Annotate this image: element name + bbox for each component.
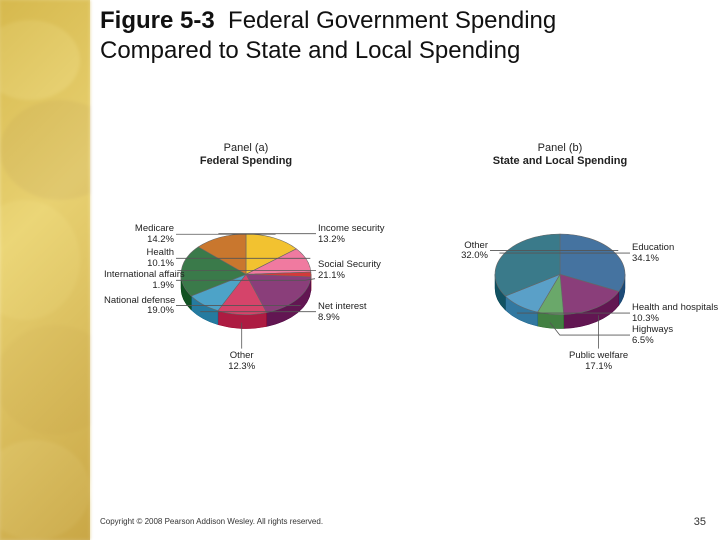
callout-net-interest: Net interest8.9%	[318, 302, 394, 324]
callout-social-security: Social Security21.1%	[318, 260, 394, 282]
callout-health: Health10.1%	[104, 248, 174, 270]
callout-name: International affairs	[104, 269, 185, 280]
callout-value: 13.2%	[318, 234, 345, 245]
callout-name: Income security	[318, 223, 385, 234]
callout-highways: Highways6.5%	[632, 325, 708, 347]
callout-value: 10.1%	[147, 258, 174, 269]
panel-a-line1: Panel (a)	[224, 142, 269, 154]
callout-health-and-hospitals: Health and hospitals10.3%	[632, 303, 708, 325]
band-tint-overlay	[0, 0, 90, 540]
callout-value: 12.3%	[228, 361, 255, 372]
panel-b-pie-svg	[410, 170, 710, 410]
callout-value: 19.0%	[147, 305, 174, 316]
callout-name: Education	[632, 242, 674, 253]
panel-b: Panel (b) State and Local Spending Other…	[410, 140, 710, 460]
callout-name: Highways	[632, 324, 673, 335]
callout-national-defense: National defense19.0%	[104, 296, 174, 318]
callout-value: 1.9%	[152, 280, 174, 291]
panel-b-line1: Panel (b)	[538, 142, 583, 154]
callout-income-security: Income security13.2%	[318, 224, 394, 246]
figure-title: Figure 5-3 Federal Government Spending C…	[100, 6, 600, 66]
callout-name: Health and hospitals	[632, 302, 718, 313]
panel-b-header: Panel (b) State and Local Spending	[410, 142, 710, 168]
callout-name: Other	[230, 350, 254, 361]
callout-value: 21.1%	[318, 270, 345, 281]
callout-value: 8.9%	[318, 312, 340, 323]
panel-b-line2: State and Local Spending	[493, 155, 627, 167]
callout-name: Medicare	[135, 223, 174, 234]
charts-area: Panel (a) Federal Spending Medicare14.2%…	[90, 140, 720, 460]
callout-international-affairs: International affairs1.9%	[104, 270, 174, 292]
callout-name: National defense	[104, 295, 175, 306]
callout-value: 34.1%	[632, 253, 659, 264]
callout-name: Health	[147, 247, 174, 258]
panel-a: Panel (a) Federal Spending Medicare14.2%…	[96, 140, 396, 460]
callout-value: 10.3%	[632, 313, 659, 324]
panel-a-header: Panel (a) Federal Spending	[96, 142, 396, 168]
callout-education: Education34.1%	[632, 243, 708, 265]
copyright-text: Copyright © 2008 Pearson Addison Wesley.…	[100, 517, 323, 526]
panel-a-line2: Federal Spending	[200, 155, 292, 167]
callout-name: Social Security	[318, 259, 381, 270]
decorative-left-band	[0, 0, 90, 540]
callout-other: Other32.0%	[418, 241, 488, 263]
callout-medicare: Medicare14.2%	[104, 224, 174, 246]
callout-name: Net interest	[318, 301, 367, 312]
callout-value: 17.1%	[585, 361, 612, 372]
page-number: 35	[694, 516, 706, 528]
callout-value: 14.2%	[147, 234, 174, 245]
slide-content: Figure 5-3 Federal Government Spending C…	[90, 0, 720, 540]
callout-other: Other12.3%	[202, 351, 282, 373]
callout-value: 6.5%	[632, 335, 654, 346]
callout-name: Public welfare	[569, 350, 628, 361]
callout-name: Other	[464, 240, 488, 251]
figure-number: Figure 5-3	[100, 7, 215, 34]
callout-value: 32.0%	[461, 250, 488, 261]
callout-public-welfare: Public welfare17.1%	[559, 351, 639, 373]
